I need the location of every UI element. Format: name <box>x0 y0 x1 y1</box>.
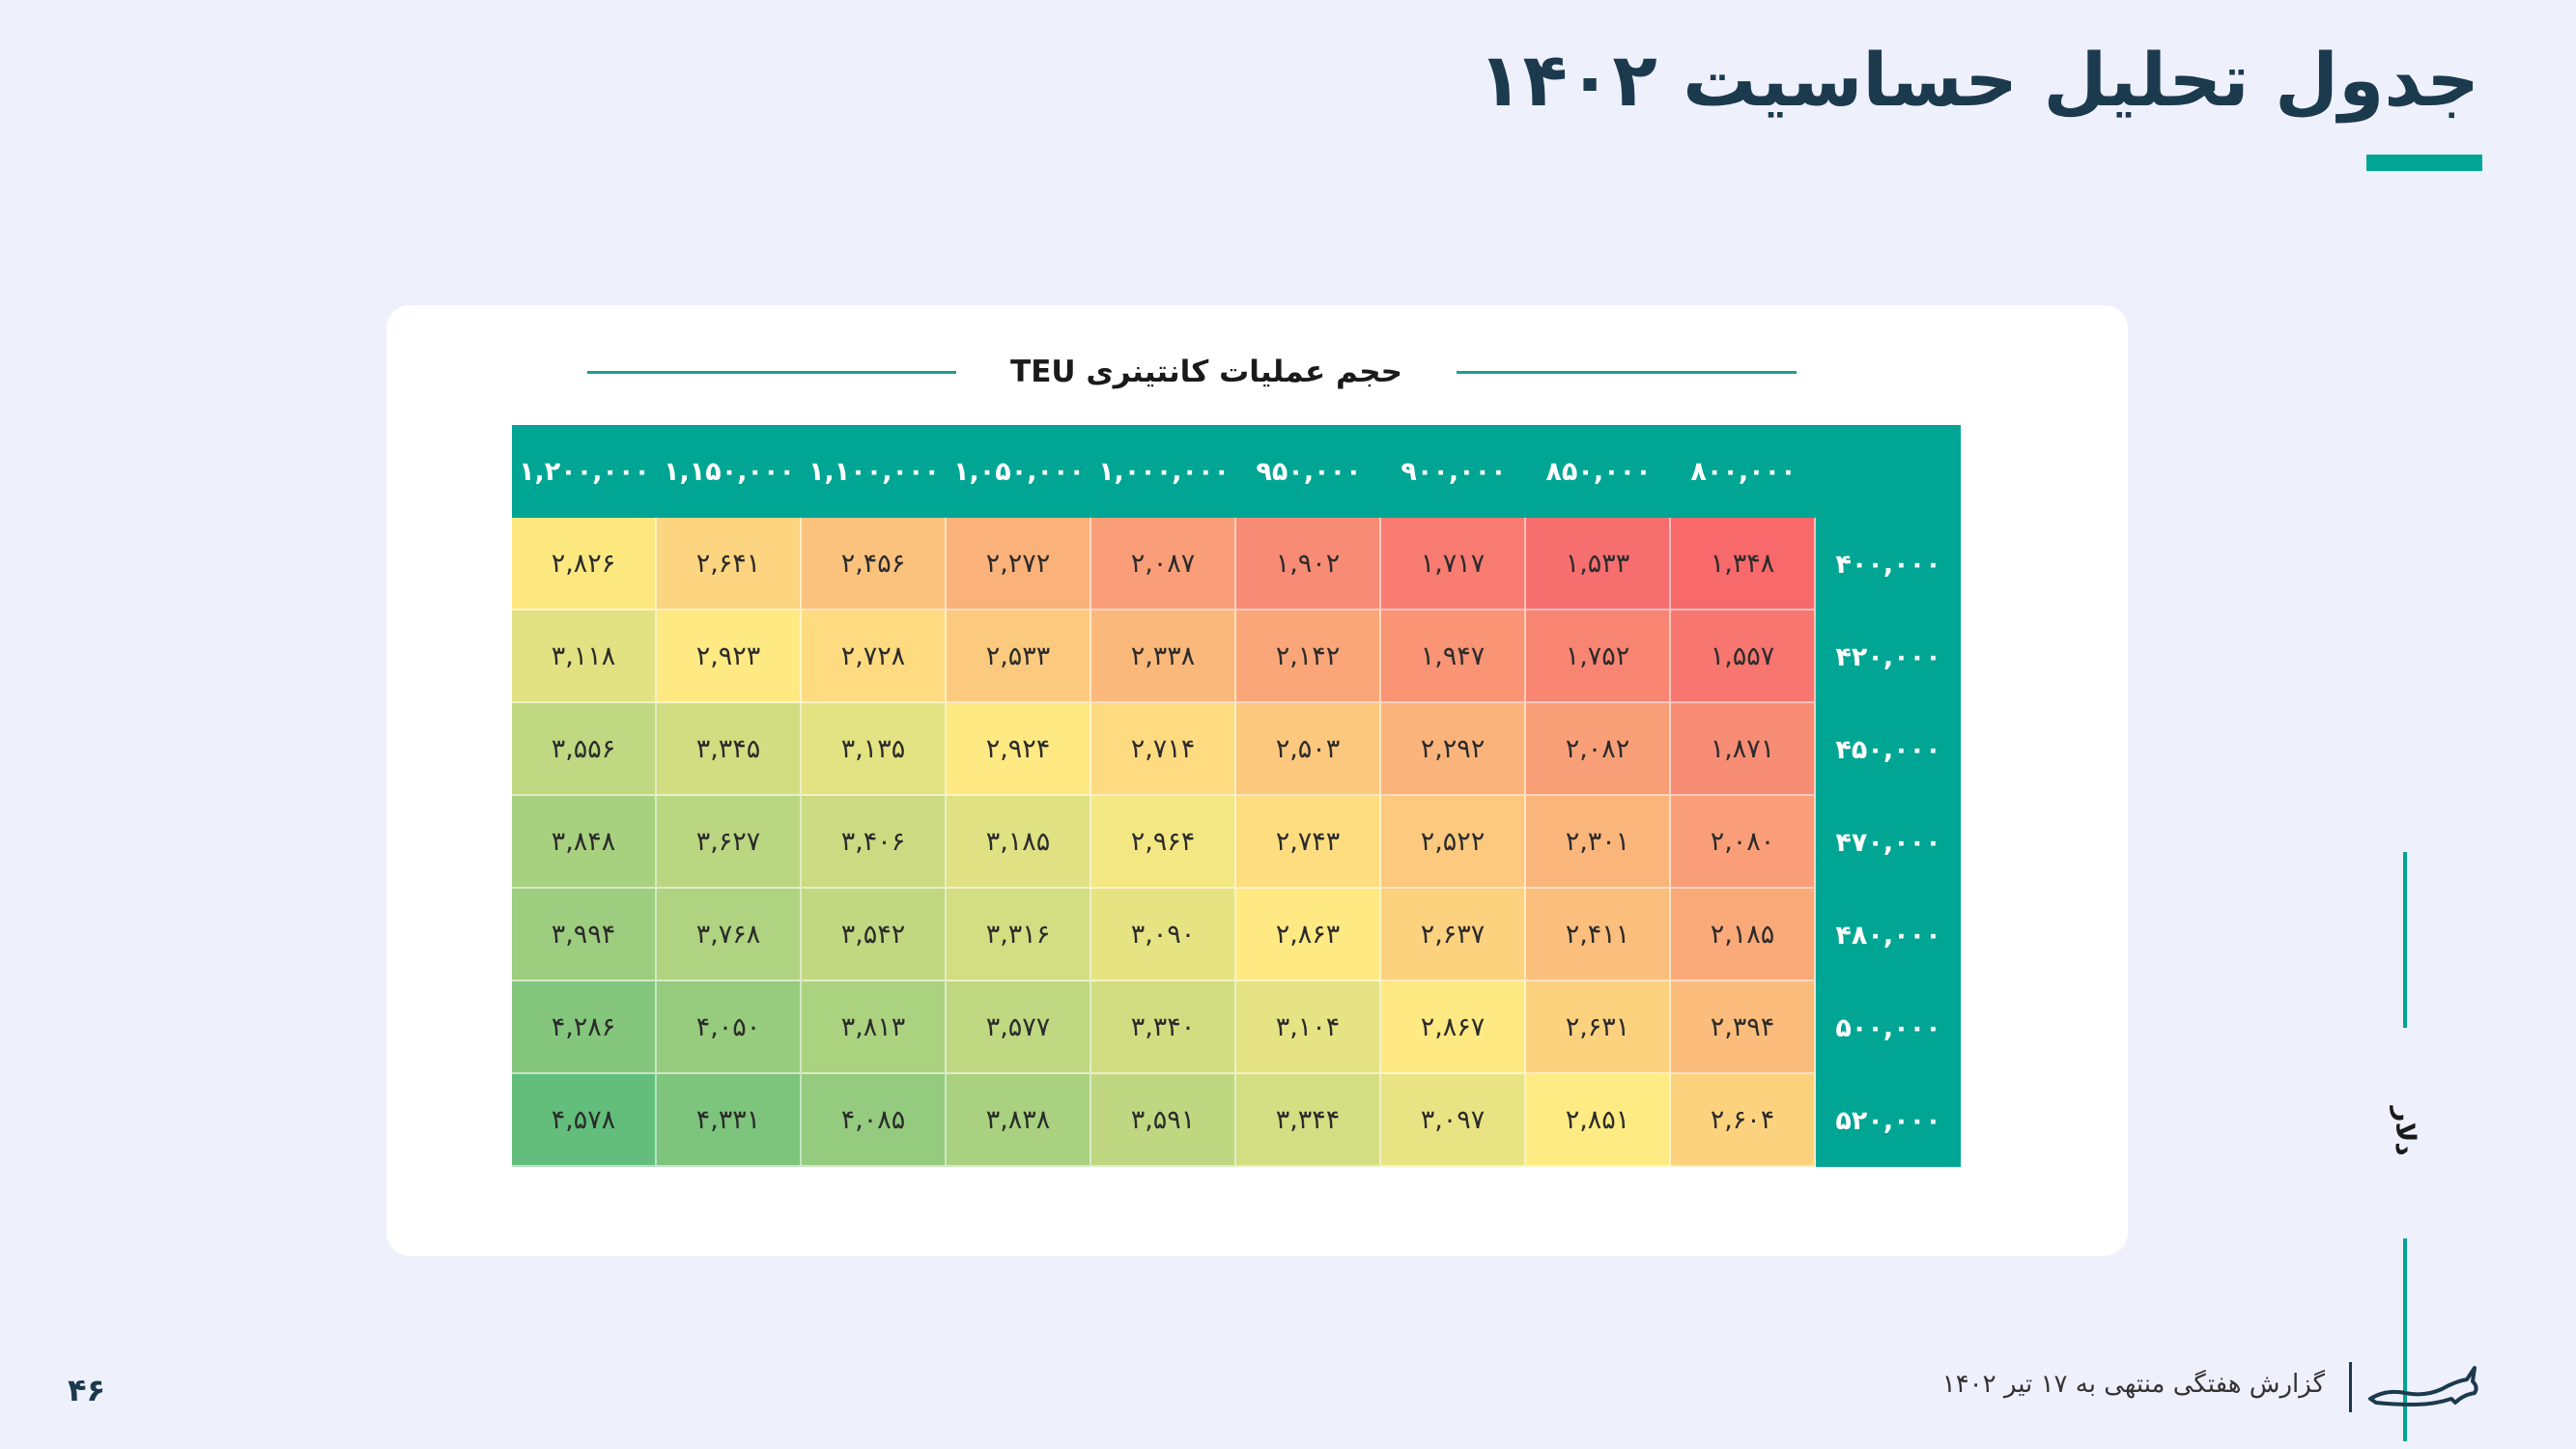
table-cell: ۲,۷۱۴ <box>1091 703 1236 796</box>
header-divider-right <box>1457 371 1797 374</box>
table-cell: ۳,۵۵۶ <box>512 703 657 796</box>
header-divider-left <box>587 371 956 374</box>
table-cell: ۳,۰۹۷ <box>1381 1074 1526 1167</box>
table-cell: ۳,۵۴۲ <box>802 889 947 981</box>
table-cell: ۲,۶۰۴ <box>1671 1074 1816 1167</box>
table-cell: ۲,۰۸۰ <box>1671 796 1816 889</box>
table-cell: ۲,۶۳۷ <box>1381 889 1526 981</box>
table-cell: ۱,۹۴۷ <box>1381 611 1526 703</box>
table-cell: ۳,۳۴۵ <box>657 703 802 796</box>
table-cell: ۴,۲۸۶ <box>512 981 657 1074</box>
column-header: ۱,۱۰۰,۰۰۰ <box>802 425 947 518</box>
column-header: ۱,۰۵۰,۰۰۰ <box>947 425 1091 518</box>
table-cell: ۳,۳۴۴ <box>1236 1074 1381 1167</box>
table-cell: ۲,۵۲۲ <box>1381 796 1526 889</box>
table-header-label: حجم عملیات کانتینری TEU <box>1010 355 1402 389</box>
table-cell: ۲,۳۹۴ <box>1671 981 1816 1074</box>
table-cell: ۳,۱۸۵ <box>947 796 1091 889</box>
table-cell: ۲,۵۳۳ <box>947 611 1091 703</box>
table-cell: ۱,۵۵۷ <box>1671 611 1816 703</box>
table-cell: ۲,۸۵۱ <box>1526 1074 1671 1167</box>
table-cell: ۱,۹۰۲ <box>1236 518 1381 611</box>
row-header: ۴۸۰,۰۰۰ <box>1816 889 1961 981</box>
table-cell: ۲,۶۴۱ <box>657 518 802 611</box>
page-title: جدول تحلیل حساسیت ۱۴۰۲ <box>1478 37 2479 123</box>
table-cell: ۳,۹۹۴ <box>512 889 657 981</box>
row-axis-label: دلار <box>2390 1106 2421 1156</box>
table-cell: ۳,۴۰۶ <box>802 796 947 889</box>
table-cell: ۳,۰۹۰ <box>1091 889 1236 981</box>
page-number: ۴۶ <box>68 1372 106 1408</box>
title-underline <box>2366 155 2482 171</box>
table-cell: ۱,۷۱۷ <box>1381 518 1526 611</box>
table-cell: ۳,۶۲۷ <box>657 796 802 889</box>
table-cell: ۲,۳۳۸ <box>1091 611 1236 703</box>
bull-logo-icon <box>2368 1366 2478 1406</box>
table-cell: ۳,۳۱۶ <box>947 889 1091 981</box>
table-cell: ۲,۸۶۳ <box>1236 889 1381 981</box>
table-cell: ۳,۵۹۱ <box>1091 1074 1236 1167</box>
column-header: ۱,۱۵۰,۰۰۰ <box>657 425 802 518</box>
table-cell: ۲,۷۴۳ <box>1236 796 1381 889</box>
table-cell: ۴,۵۷۸ <box>512 1074 657 1167</box>
row-header: ۴۵۰,۰۰۰ <box>1816 703 1961 796</box>
table-cell: ۴,۰۸۵ <box>802 1074 947 1167</box>
table-cell: ۱,۳۴۸ <box>1671 518 1816 611</box>
axis-line-top <box>2403 852 2407 1028</box>
table-cell: ۱,۸۷۱ <box>1671 703 1816 796</box>
footer-separator <box>2349 1362 2352 1412</box>
column-header: ۸۵۰,۰۰۰ <box>1526 425 1671 518</box>
table-cell: ۲,۸۲۶ <box>512 518 657 611</box>
table-cell: ۴,۳۳۱ <box>657 1074 802 1167</box>
table-cell: ۲,۹۲۴ <box>947 703 1091 796</box>
table-cell: ۲,۱۴۲ <box>1236 611 1381 703</box>
row-header: ۵۲۰,۰۰۰ <box>1816 1074 1961 1167</box>
column-header: ۸۰۰,۰۰۰ <box>1671 425 1816 518</box>
sensitivity-card: حجم عملیات کانتینری TEU ۱,۲۰۰,۰۰۰ ۱,۱۵۰,۰… <box>386 305 2421 1441</box>
table-cell: ۳,۳۴۰ <box>1091 981 1236 1074</box>
table-cell: ۲,۲۷۲ <box>947 518 1091 611</box>
table-cell: ۳,۸۳۸ <box>947 1074 1091 1167</box>
table-cell: ۳,۵۷۷ <box>947 981 1091 1074</box>
table-cell: ۱,۷۵۲ <box>1526 611 1671 703</box>
table-cell: ۲,۹۲۳ <box>657 611 802 703</box>
table-cell: ۲,۵۰۳ <box>1236 703 1381 796</box>
table-cell: ۲,۷۲۸ <box>802 611 947 703</box>
table-cell: ۳,۷۶۸ <box>657 889 802 981</box>
column-header: ۹۰۰,۰۰۰ <box>1381 425 1526 518</box>
column-header: ۱,۰۰۰,۰۰۰ <box>1091 425 1236 518</box>
axis-line-bottom <box>2403 1238 2407 1441</box>
table-cell: ۳,۱۰۴ <box>1236 981 1381 1074</box>
table-cell: ۲,۴۵۶ <box>802 518 947 611</box>
table-cell: ۲,۹۶۴ <box>1091 796 1236 889</box>
table-cell: ۳,۱۳۵ <box>802 703 947 796</box>
row-header: ۴۰۰,۰۰۰ <box>1816 518 1961 611</box>
row-header: ۵۰۰,۰۰۰ <box>1816 981 1961 1074</box>
table-cell: ۲,۰۸۲ <box>1526 703 1671 796</box>
table-cell: ۲,۰۸۷ <box>1091 518 1236 611</box>
row-header: ۴۷۰,۰۰۰ <box>1816 796 1961 889</box>
column-header: ۱,۲۰۰,۰۰۰ <box>512 425 657 518</box>
table-cell: ۲,۲۹۲ <box>1381 703 1526 796</box>
footer-report-text: گزارش هفتگی منتهی به ۱۷ تیر ۱۴۰۲ <box>1941 1370 2325 1399</box>
table-cell: ۲,۸۶۷ <box>1381 981 1526 1074</box>
table-cell: ۲,۱۸۵ <box>1671 889 1816 981</box>
table-cell: ۴,۰۵۰ <box>657 981 802 1074</box>
table-cell: ۳,۸۴۸ <box>512 796 657 889</box>
sensitivity-table: ۱,۲۰۰,۰۰۰ ۱,۱۵۰,۰۰۰ ۱,۱۰۰,۰۰۰ ۱,۰۵۰,۰۰۰ ۱,۰۰… <box>512 425 1961 1167</box>
table-cell: ۲,۴۱۱ <box>1526 889 1671 981</box>
table-cell: ۲,۶۳۱ <box>1526 981 1671 1074</box>
column-header: ۹۵۰,۰۰۰ <box>1236 425 1381 518</box>
table-cell: ۳,۱۱۸ <box>512 611 657 703</box>
table-cell: ۲,۳۰۱ <box>1526 796 1671 889</box>
table-cell: ۳,۸۱۳ <box>802 981 947 1074</box>
table-corner <box>1816 425 1961 518</box>
row-header: ۴۲۰,۰۰۰ <box>1816 611 1961 703</box>
table-cell: ۱,۵۳۳ <box>1526 518 1671 611</box>
